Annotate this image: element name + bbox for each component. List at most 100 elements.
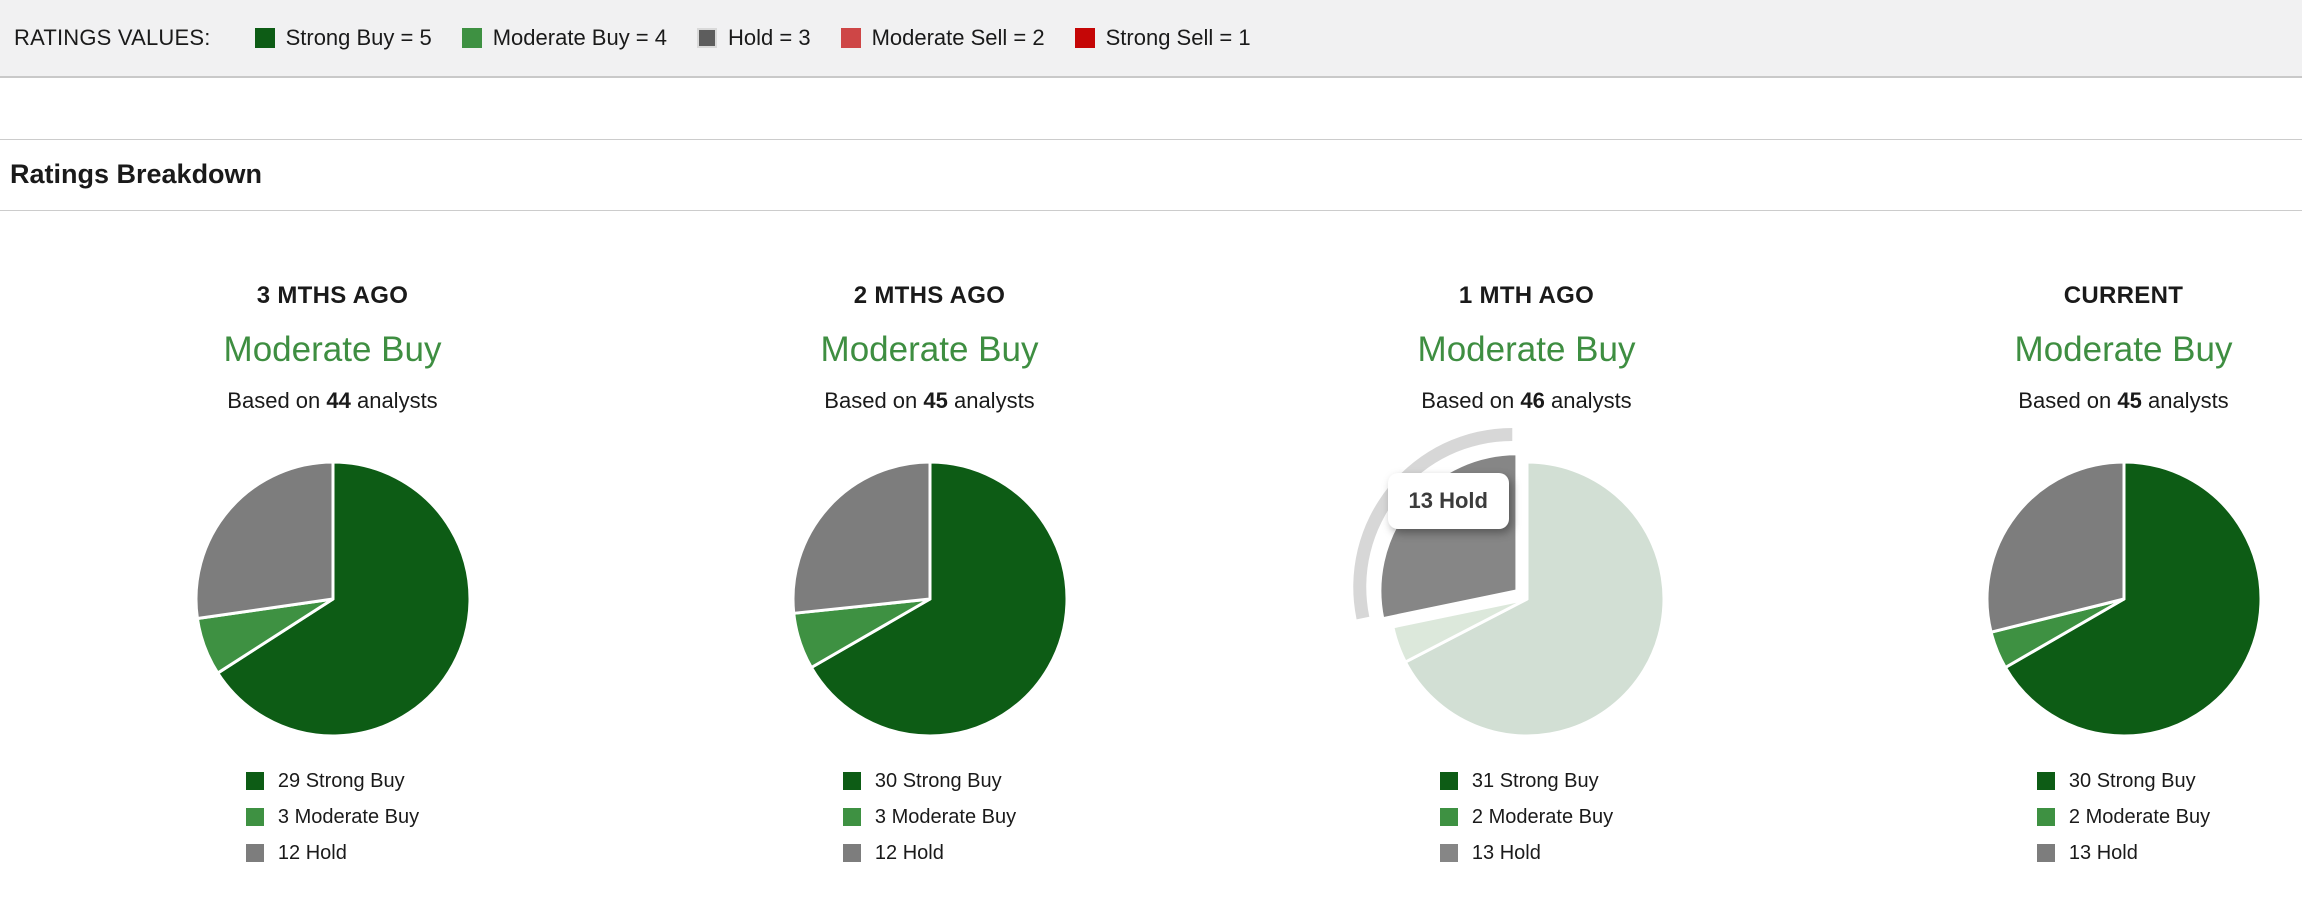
based-on-prefix: Based on <box>824 388 924 413</box>
pie-chart-wrap: 13 Hold <box>1352 428 1697 769</box>
pie-legend-label: 30 Strong Buy <box>874 769 1002 792</box>
ratings-legend-item: Moderate Sell = 2 <box>840 25 1045 51</box>
ratings-legend-item: Hold = 3 <box>697 25 811 51</box>
rating-period-column-1-mth-ago: 1 MTH AGO Moderate Buy Based on 46 analy… <box>1228 211 1825 920</box>
period-title: CURRENT <box>2063 282 2184 309</box>
pie-legend-label: 3 Moderate Buy <box>874 805 1017 828</box>
analyst-count-line: Based on 46 analysts <box>1228 388 1825 414</box>
ratings-values-bar: RATINGS VALUES: Strong Buy = 5 Moderate … <box>0 0 2302 78</box>
rating-color-swatch <box>697 28 718 48</box>
rating-legend-label: Moderate Buy = 4 <box>492 25 668 50</box>
section-header: Ratings Breakdown <box>0 139 2302 211</box>
rating-color-swatch <box>461 28 482 48</box>
rating-period-column-2-mths-ago: 2 MTHS AGO Moderate Buy Based on 45 anal… <box>631 211 1228 920</box>
pie-slice-strong-buy[interactable] <box>215 460 471 738</box>
period-title: 1 MTH AGO <box>1458 282 1595 309</box>
pie-legend-item: 13 Hold <box>1439 841 1613 864</box>
pie-legend-label: 13 Hold <box>1471 841 1541 864</box>
pie-legend-item: 3 Moderate Buy <box>245 805 420 828</box>
rating-color-swatch <box>2036 844 2055 862</box>
based-on-suffix: analysts <box>2141 388 2229 413</box>
based-on-prefix: Based on <box>227 388 327 413</box>
ratings-values-legend: Strong Buy = 5 Moderate Buy = 4 Hold = 3… <box>254 25 1251 51</box>
pie-tooltip: 13 Hold <box>1387 473 1509 529</box>
pie-legend-label: 3 Moderate Buy <box>277 805 420 828</box>
analyst-count-line: Based on 45 analysts <box>631 388 1228 414</box>
rating-color-swatch <box>1074 28 1095 48</box>
pie-legend-item: 30 Strong Buy <box>842 769 1016 792</box>
ratings-pie-chart[interactable] <box>1954 429 2294 769</box>
section-title: Ratings Breakdown <box>10 159 263 189</box>
pie-slice-hold[interactable] <box>791 460 931 615</box>
ratings-pie-chart[interactable] <box>1352 428 1697 769</box>
pie-legend-item: 12 Hold <box>245 841 419 864</box>
analyst-count-line: Based on 45 analysts <box>1825 388 2302 414</box>
rating-color-swatch <box>840 28 861 48</box>
rating-color-swatch <box>245 808 264 826</box>
based-on-suffix: analysts <box>350 388 438 413</box>
pie-slice-moderate-buy[interactable] <box>1390 597 1528 664</box>
pie-legend-item: 29 Strong Buy <box>245 769 419 792</box>
consensus-rating: Moderate Buy <box>2014 330 2233 369</box>
based-on-suffix: analysts <box>947 388 1035 413</box>
based-on-prefix: Based on <box>1421 388 1521 413</box>
pie-legend-item: 12 Hold <box>842 842 1016 864</box>
based-on-prefix: Based on <box>2018 388 2118 413</box>
pie-chart-wrap <box>163 429 503 769</box>
pie-legend: 30 Strong Buy 2 Moderate Buy 13 Hold <box>2036 769 2211 879</box>
pie-legend: 29 Strong Buy 3 Moderate Buy 12 Hold <box>245 769 420 879</box>
spacer <box>0 78 2302 139</box>
ratings-breakdown-charts: 3 MTHS AGO Moderate Buy Based on 44 anal… <box>0 211 2302 920</box>
based-on-suffix: analysts <box>1544 388 1632 413</box>
pie-slice-strong-buy[interactable] <box>809 460 1068 738</box>
pie-legend-label: 13 Hold <box>2068 841 2138 864</box>
pie-legend-item: 30 Strong Buy <box>2036 769 2210 792</box>
pie-chart-wrap <box>1954 429 2294 769</box>
pie-slice-strong-buy[interactable] <box>2003 460 2262 738</box>
rating-period-column-3-mths-ago: 3 MTHS AGO Moderate Buy Based on 44 anal… <box>34 211 631 920</box>
pie-legend-label: 12 Hold <box>277 841 347 864</box>
pie-legend-item: 3 Moderate Buy <box>842 805 1017 828</box>
ratings-legend-item: Strong Buy = 5 <box>254 25 432 51</box>
rating-color-swatch <box>245 844 264 862</box>
ratings-values-label: RATINGS VALUES: <box>14 25 211 50</box>
rating-color-swatch <box>842 844 861 862</box>
pie-legend-label: 29 Strong Buy <box>277 769 405 792</box>
analyst-count: 45 <box>923 388 948 413</box>
analyst-count-line: Based on 44 analysts <box>34 388 631 414</box>
ratings-pie-chart[interactable] <box>163 429 503 769</box>
period-title: 2 MTHS AGO <box>853 282 1006 309</box>
rating-color-swatch <box>1439 808 1458 826</box>
consensus-rating: Moderate Buy <box>820 330 1039 369</box>
pie-slice-hold[interactable] <box>1985 460 2125 634</box>
period-title: 3 MTHS AGO <box>256 282 409 309</box>
rating-period-column-current: CURRENT Moderate Buy Based on 45 analyst… <box>1825 211 2302 920</box>
analyst-count: 46 <box>1520 388 1545 413</box>
ratings-legend-item: Strong Sell = 1 <box>1074 25 1251 51</box>
pie-legend-label: 30 Strong Buy <box>2068 769 2196 792</box>
rating-color-swatch <box>254 28 275 48</box>
pie-legend-item: 31 Strong Buy <box>1439 769 1613 792</box>
pie-legend-label: 2 Moderate Buy <box>1471 805 1614 828</box>
rating-color-swatch <box>245 772 264 790</box>
pie-legend-label: 31 Strong Buy <box>1471 769 1599 792</box>
pie-legend-item: 2 Moderate Buy <box>1439 805 1614 828</box>
ratings-pie-chart[interactable] <box>760 429 1100 769</box>
consensus-rating: Moderate Buy <box>1417 330 1636 369</box>
pie-chart-wrap <box>760 429 1100 769</box>
pie-legend-label: 2 Moderate Buy <box>2068 805 2211 828</box>
rating-legend-label: Strong Sell = 1 <box>1105 25 1251 50</box>
rating-legend-label: Moderate Sell = 2 <box>871 25 1045 50</box>
ratings-legend-item: Moderate Buy = 4 <box>461 25 668 51</box>
pie-legend: 30 Strong Buy 3 Moderate Buy 12 Hold <box>842 769 1017 879</box>
consensus-rating: Moderate Buy <box>223 330 442 369</box>
rating-color-swatch <box>2036 772 2055 790</box>
analyst-count: 45 <box>2117 388 2142 413</box>
pie-slice-hold[interactable] <box>194 460 334 620</box>
rating-legend-label: Strong Buy = 5 <box>285 25 432 50</box>
rating-color-swatch <box>2036 808 2055 826</box>
pie-slice-strong-buy[interactable] <box>1403 460 1665 738</box>
pie-legend-item: 13 Hold <box>2036 841 2210 864</box>
rating-color-swatch <box>1439 772 1458 790</box>
pie-legend-item: 2 Moderate Buy <box>2036 805 2211 828</box>
